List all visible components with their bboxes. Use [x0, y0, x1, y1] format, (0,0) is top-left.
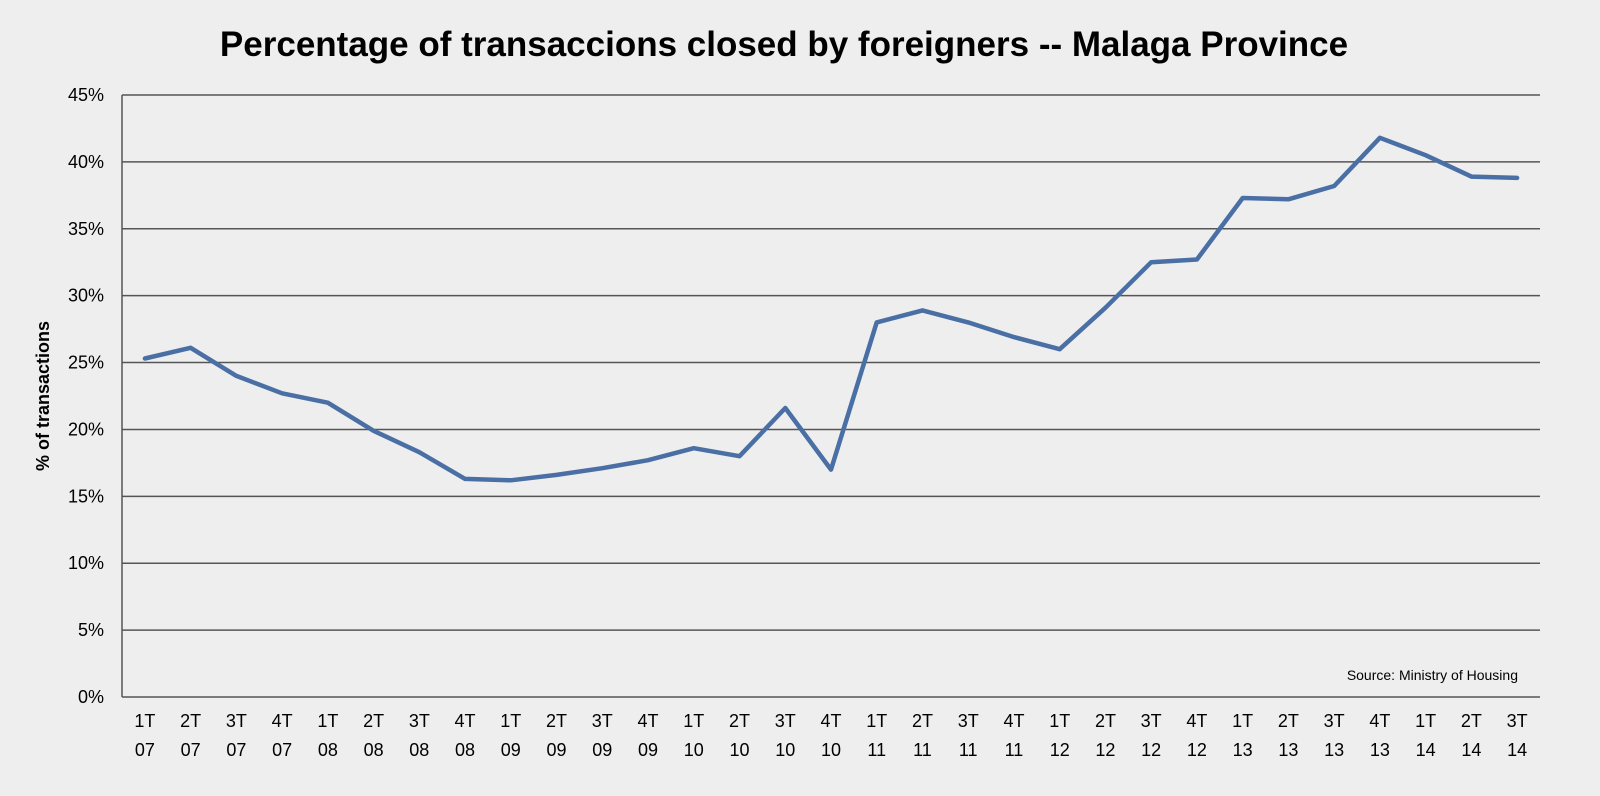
x-tick-label-year: 07	[226, 740, 246, 760]
y-tick-label: 10%	[68, 553, 104, 573]
x-tick-label-quarter: 3T	[958, 711, 979, 731]
y-tick-label: 40%	[68, 152, 104, 172]
x-tick-label-year: 09	[501, 740, 521, 760]
x-tick-label-quarter: 3T	[1507, 711, 1528, 731]
x-tick-label-quarter: 1T	[1049, 711, 1070, 731]
x-tick-label-quarter: 3T	[226, 711, 247, 731]
source-note: Source: Ministry of Housing	[1347, 667, 1518, 683]
x-tick-label-quarter: 3T	[1141, 711, 1162, 731]
x-tick-label-year: 11	[913, 740, 932, 760]
x-tick-label-year: 12	[1095, 740, 1115, 760]
x-tick-label-quarter: 4T	[820, 711, 841, 731]
x-tick-label-year: 14	[1461, 740, 1481, 760]
y-tick-label: 15%	[68, 486, 104, 506]
x-tick-label-year: 13	[1233, 740, 1253, 760]
y-tick-label: 45%	[68, 85, 104, 105]
x-tick-label-quarter: 3T	[775, 711, 796, 731]
x-tick-label-year: 08	[455, 740, 475, 760]
y-tick-label: 25%	[68, 353, 104, 373]
x-tick-label-year: 08	[318, 740, 338, 760]
x-tick-label-year: 09	[592, 740, 612, 760]
x-tick-label-quarter: 1T	[134, 711, 155, 731]
x-tick-label-year: 08	[364, 740, 384, 760]
y-axis-label: % of transactions	[33, 321, 53, 471]
x-axis-ticks: 1T 07 2T 07 3T 07 4T 07 1T 08 2T 08 3T 08 4T 08 1T 09 2T 09…	[134, 711, 1527, 760]
y-tick-label: 0%	[78, 687, 104, 707]
x-tick-label-quarter: 2T	[1278, 711, 1299, 731]
y-tick-label: 20%	[68, 419, 104, 439]
y-axis-ticks: 0% 5% 10% 15% 20% 25% 30% 35% 40% 45%	[68, 85, 104, 707]
y-tick-label: 35%	[68, 219, 104, 239]
x-tick-label-quarter: 4T	[1369, 711, 1390, 731]
x-tick-label-year: 12	[1141, 740, 1161, 760]
x-tick-label-quarter: 3T	[409, 711, 430, 731]
x-tick-label-year: 11	[959, 740, 978, 760]
x-tick-label-quarter: 3T	[1324, 711, 1345, 731]
x-tick-label-year: 14	[1507, 740, 1527, 760]
x-tick-label-year: 11	[867, 740, 886, 760]
x-tick-label-quarter: 2T	[912, 711, 933, 731]
y-tick-label: 5%	[78, 620, 104, 640]
x-tick-label-quarter: 1T	[683, 711, 704, 731]
x-tick-label-year: 11	[1005, 740, 1024, 760]
x-tick-label-quarter: 4T	[638, 711, 659, 731]
gridlines	[121, 94, 1540, 698]
x-tick-label-year: 08	[409, 740, 429, 760]
x-tick-label-quarter: 4T	[455, 711, 476, 731]
x-tick-label-quarter: 2T	[546, 711, 567, 731]
x-tick-label-quarter: 1T	[1232, 711, 1253, 731]
x-tick-label-quarter: 2T	[1461, 711, 1482, 731]
x-tick-label-quarter: 4T	[1003, 711, 1024, 731]
x-tick-label-year: 14	[1416, 740, 1436, 760]
x-tick-label-quarter: 2T	[1095, 711, 1116, 731]
x-tick-label-year: 13	[1370, 740, 1390, 760]
x-tick-label-quarter: 1T	[866, 711, 887, 731]
x-tick-label-year: 07	[272, 740, 292, 760]
x-tick-label-year: 10	[821, 740, 841, 760]
x-tick-label-year: 10	[684, 740, 704, 760]
x-tick-label-quarter: 3T	[592, 711, 613, 731]
x-tick-label-year: 12	[1050, 740, 1070, 760]
x-tick-label-quarter: 1T	[500, 711, 521, 731]
x-tick-label-quarter: 2T	[180, 711, 201, 731]
x-tick-label-quarter: 4T	[1186, 711, 1207, 731]
x-tick-label-year: 09	[547, 740, 567, 760]
series-layer	[142, 135, 1520, 483]
chart-title: Percentage of transaccions closed by for…	[220, 25, 1348, 64]
x-tick-label-year: 13	[1278, 740, 1298, 760]
x-tick-label-year: 10	[775, 740, 795, 760]
x-tick-label-year: 12	[1187, 740, 1207, 760]
x-tick-label-quarter: 2T	[729, 711, 750, 731]
x-tick-label-quarter: 4T	[272, 711, 293, 731]
x-tick-label-quarter: 1T	[317, 711, 338, 731]
x-tick-label-quarter: 2T	[363, 711, 384, 731]
x-tick-label-year: 07	[135, 740, 155, 760]
x-tick-label-year: 07	[181, 740, 201, 760]
x-tick-label-year: 10	[730, 740, 750, 760]
x-tick-label-year: 09	[638, 740, 658, 760]
y-tick-label: 30%	[68, 286, 104, 306]
x-tick-label-year: 13	[1324, 740, 1344, 760]
x-tick-label-quarter: 1T	[1415, 711, 1436, 731]
